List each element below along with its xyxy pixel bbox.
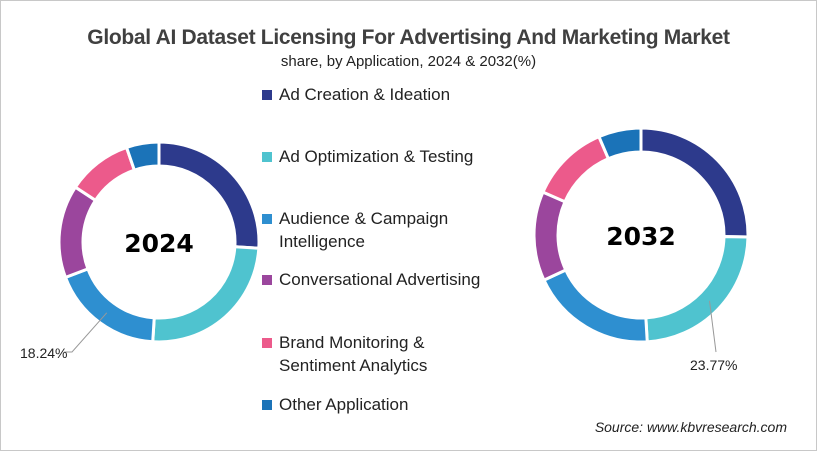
donut-slice-2032 (639, 126, 750, 239)
legend-label: Ad Creation & Ideation (279, 85, 451, 104)
donut-slice-2032 (644, 235, 750, 344)
data-label: 23.77% (690, 357, 737, 373)
donut-slice-2024 (73, 145, 137, 203)
legend-swatch (262, 90, 272, 100)
source-text: Source: www.kbvresearch.com (594, 419, 787, 435)
legend-label: Other Application (279, 395, 409, 414)
donut-slice-2032 (596, 126, 643, 161)
donut-slice-2032 (541, 268, 649, 344)
donut-slice-2024 (57, 185, 98, 280)
legend-label: Audience & Campaign Intelligence (279, 209, 449, 251)
donut-slice-2024 (124, 140, 161, 173)
donut-slice-2024 (151, 245, 261, 344)
legend-swatch (262, 400, 272, 410)
donut-slice-2024 (63, 266, 156, 344)
legend-swatch (262, 275, 272, 285)
donut-slice-2032 (532, 190, 568, 283)
legend-item: Ad Optimization & Testing (262, 145, 473, 168)
legend-item: Ad Creation & Ideation (262, 83, 450, 106)
legend-swatch (262, 152, 272, 162)
legend-label: Brand Monitoring & Sentiment Analytics (279, 333, 428, 375)
legend-label: Ad Optimization & Testing (279, 147, 474, 166)
legend-swatch (262, 214, 272, 224)
legend-item: Brand Monitoring & Sentiment Analytics (262, 331, 427, 377)
donut-center-label: 2032 (606, 222, 676, 251)
legend-label: Conversational Advertising (279, 270, 481, 289)
chart-title: Global AI Dataset Licensing For Advertis… (87, 26, 730, 49)
legend-item: Other Application (262, 393, 408, 416)
donut-slice-2032 (541, 134, 611, 204)
leader-line (64, 312, 108, 353)
data-label: 18.24% (20, 345, 67, 361)
legend-item: Audience & Campaign Intelligence (262, 207, 448, 253)
leader-line (708, 300, 717, 353)
donut-center-label: 2024 (124, 229, 194, 258)
legend-swatch (262, 338, 272, 348)
legend-item: Conversational Advertising (262, 268, 480, 291)
chart-subtitle: share, by Application, 2024 & 2032(%) (280, 53, 537, 70)
